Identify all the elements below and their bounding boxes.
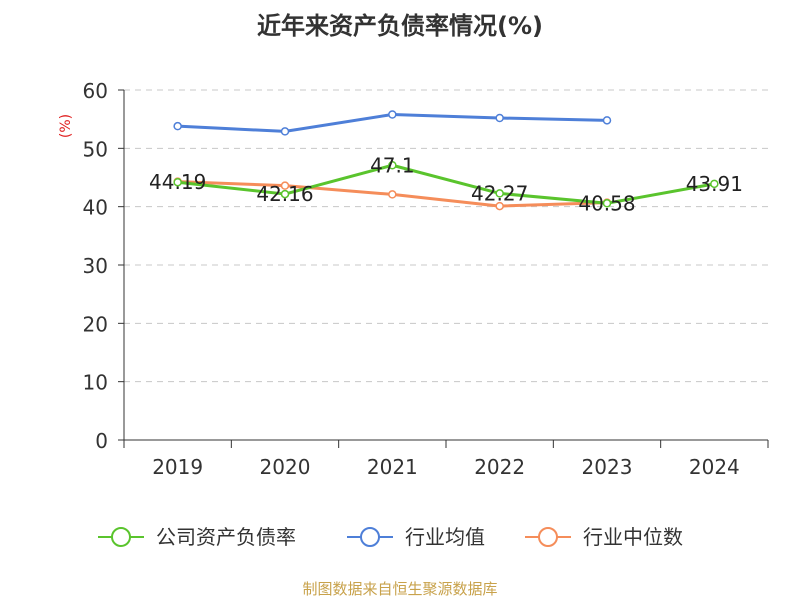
data-point (495, 189, 504, 198)
chart-title: 近年来资产负债率情况(%) (257, 12, 543, 40)
grid-lines (124, 89, 768, 383)
data-point (173, 177, 182, 187)
y-tick-label: 30 (83, 254, 108, 278)
data-point (602, 116, 612, 125)
x-tick-label: 2019 (152, 455, 203, 479)
data-point (280, 127, 290, 136)
x-tick-label: 2020 (260, 455, 311, 479)
data-point (602, 199, 612, 208)
legend-label: 行业中位数 (583, 525, 683, 549)
legend: 公司资产负债率 行业均值 行业中位数 (98, 525, 683, 549)
data-labels: 44.19 42.16 47.1 42.27 40.58 43.91 (149, 153, 743, 215)
y-tick-label: 20 (83, 312, 108, 336)
x-tick-label: 2024 (689, 455, 740, 479)
data-point (495, 201, 504, 211)
y-tick-label: 60 (83, 79, 108, 103)
data-label: 42.16 (256, 182, 313, 206)
legend-marker (360, 527, 380, 547)
data-point (280, 181, 290, 190)
data-point (388, 110, 397, 119)
data-label: 40.58 (578, 191, 635, 215)
data-label: 42.27 (471, 181, 528, 205)
series-group (173, 110, 719, 211)
y-tick-label: 0 (95, 429, 108, 453)
source-footer: 制图数据来自恒生聚源数据库 (302, 580, 498, 598)
data-point (388, 190, 397, 199)
y-tick-label: 40 (83, 196, 108, 220)
data-label: 43.91 (686, 172, 743, 196)
y-tick-label: 50 (83, 137, 108, 161)
y-axis-label: (%) (58, 114, 74, 138)
legend-label: 行业均值 (405, 525, 485, 549)
data-label: 47.1 (370, 153, 415, 177)
x-tick-label: 2021 (367, 455, 418, 479)
data-point (173, 121, 182, 131)
x-tick-label: 2023 (582, 455, 633, 479)
y-tick-label: 10 (83, 371, 108, 395)
data-point (388, 161, 397, 170)
legend-label: 公司资产负债率 (156, 525, 296, 549)
data-point (280, 189, 290, 199)
data-point (710, 179, 719, 189)
legend-marker (538, 527, 558, 547)
series-line (177, 163, 715, 205)
axes: 0 10 20 30 40 50 60 2019 2020 2021 2022 2023 2024 (83, 79, 769, 479)
legend-marker (111, 527, 131, 547)
data-point (495, 113, 504, 123)
data-label: 44.19 (149, 170, 206, 194)
x-tick-label: 2022 (474, 455, 525, 479)
